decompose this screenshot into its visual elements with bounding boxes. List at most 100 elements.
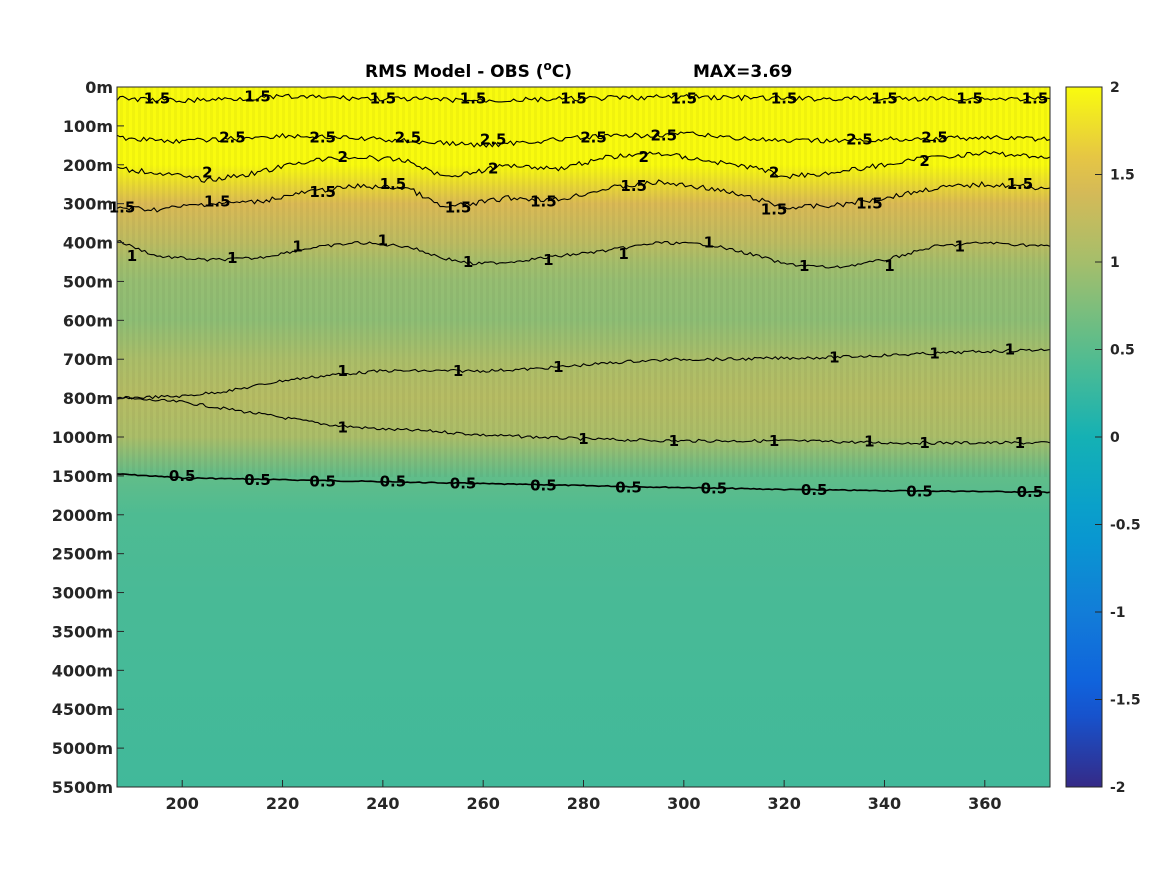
y-axis: 0m 100m 200m 300m 400m 500m 600m 700m 800m 1000m 1… (52, 78, 124, 797)
contour-label: 1.5 (761, 201, 788, 219)
contour-label: 1 (337, 362, 347, 380)
contour-label: 1.5 (856, 195, 883, 213)
contour-label: 1.5 (380, 175, 407, 193)
x-tick-label: 200 (166, 794, 199, 813)
y-tick-label: 4000m (52, 661, 113, 680)
colorbar-tick-label: 0.5 (1110, 343, 1135, 359)
y-tick-label: 1500m (52, 467, 113, 486)
contour-label: 2.5 (309, 129, 336, 147)
y-tick-label: 3000m (52, 584, 113, 603)
contour-label: 1.5 (956, 90, 983, 108)
x-tick-label: 260 (466, 794, 499, 813)
max-annotation: MAX=3.69 (693, 62, 792, 82)
contour-label: 0.5 (801, 481, 828, 499)
plot-area: 1.5 1.5 1.5 1.5 1.5 1.5 1.5 1.5 1.5 1.52.5 2.5 2.5 2… (109, 86, 1051, 788)
contour-label: 1 (704, 234, 714, 252)
contour-label: 1 (543, 251, 553, 269)
contour-label: 1 (292, 237, 302, 255)
contour-label: 1 (453, 362, 463, 380)
contour-label: 1 (1015, 434, 1025, 452)
contour-lines (117, 93, 1050, 494)
contour-label: 1 (884, 257, 894, 275)
y-tick-label: 600m (63, 311, 113, 330)
x-tick-label: 320 (767, 794, 800, 813)
contour-1-5-4 (117, 179, 1050, 213)
contour-label: 1.5 (144, 90, 171, 108)
contour-label: 1 (553, 358, 563, 376)
contour-label: 1.5 (530, 193, 557, 211)
contour-label: 0.5 (169, 467, 196, 485)
contour-1-5-5 (117, 93, 1050, 104)
contour-label: 2.5 (921, 129, 948, 147)
y-tick-label: 2000m (52, 506, 113, 525)
contour-label: 1 (378, 232, 388, 250)
colorbar-tick-label: 1.5 (1110, 168, 1135, 184)
colorbar-tick-label: -0.5 (1110, 518, 1141, 534)
y-tick-label: 1000m (52, 428, 113, 447)
y-tick-label: 800m (63, 389, 113, 408)
contour-label: 1.5 (560, 90, 587, 108)
y-tick-label: 300m (63, 195, 113, 214)
contour-label: 1 (864, 433, 874, 451)
contour-label: 1 (919, 434, 929, 452)
colorbar-tick-label: 1 (1110, 255, 1120, 271)
contour-label: 0.5 (1017, 483, 1044, 501)
x-tick-label: 360 (968, 794, 1001, 813)
y-tick-label: 2500m (52, 545, 113, 564)
colorbar-tick-label: 0 (1110, 430, 1120, 446)
colorbar-tick-label: -1.5 (1110, 693, 1141, 709)
contour-label: 2 (202, 164, 212, 182)
y-tick-label: 700m (63, 350, 113, 369)
contour-label: 2.5 (651, 127, 678, 145)
contour-label: 1.5 (771, 90, 798, 108)
contour-label: 1 (954, 237, 964, 255)
colorbar-ticks: 2 1.5 1 0.5 0 -0.5 -1 -1.5 -2 (1095, 80, 1141, 796)
contour-label: 0.5 (380, 473, 407, 491)
contour-2-5-7 (117, 131, 1050, 148)
colorbar-tick-label: 2 (1110, 80, 1120, 96)
contour-label: 0.5 (530, 477, 557, 495)
y-tick-label: 5500m (52, 778, 113, 797)
contour-label: 1.5 (460, 90, 487, 108)
y-tick-label: 4500m (52, 700, 113, 719)
contour-label: 2 (919, 152, 929, 170)
contour-1-3 (117, 239, 1050, 269)
colorbar-tick-label: -2 (1110, 780, 1126, 796)
y-tick-label: 100m (63, 117, 113, 136)
colorbar-tick-label: -1 (1110, 605, 1126, 621)
contour-label: 2 (337, 148, 347, 166)
contour-label: 2.5 (580, 129, 607, 147)
x-tick-label: 280 (567, 794, 600, 813)
contour-label: 1 (463, 253, 473, 271)
contour-label: 1 (618, 245, 628, 263)
contour-label: 0.5 (701, 479, 728, 497)
y-tick-label: 400m (63, 234, 113, 253)
contour-label: 1 (578, 430, 588, 448)
title-base: RMS Model - OBS ( (365, 62, 544, 82)
contour-label: 2.5 (480, 131, 507, 149)
contour-label: 1 (769, 432, 779, 450)
contour-label: 1 (1005, 341, 1015, 359)
contour-label: 0.5 (309, 473, 336, 491)
contour-label: 1 (799, 257, 809, 275)
title-superscript: o (544, 59, 552, 73)
contour-1-1 (117, 396, 1050, 445)
contour-label: 1.5 (370, 90, 397, 108)
contour-label: 1.5 (109, 199, 136, 217)
contour-label: 0.5 (906, 482, 933, 500)
colorbar: 2 1.5 1 0.5 0 -0.5 -1 -1.5 -2 (1065, 80, 1141, 796)
contour-label: 1.5 (1022, 90, 1049, 108)
contour-label: 2.5 (846, 131, 873, 149)
contour-label: 2.5 (395, 129, 422, 147)
contour-label: 1.5 (445, 199, 472, 217)
y-tick-label: 5000m (52, 739, 113, 758)
y-tick-label: 0m (85, 78, 113, 97)
x-tick-label: 220 (266, 794, 299, 813)
contour-0-5-0 (117, 473, 1050, 494)
contour-label: 1.5 (204, 193, 231, 211)
heatmap-texture (117, 87, 1050, 477)
y-tick-label: 3500m (52, 622, 113, 641)
contour-label: 2 (769, 164, 779, 182)
contour-label: 1.5 (244, 88, 271, 106)
